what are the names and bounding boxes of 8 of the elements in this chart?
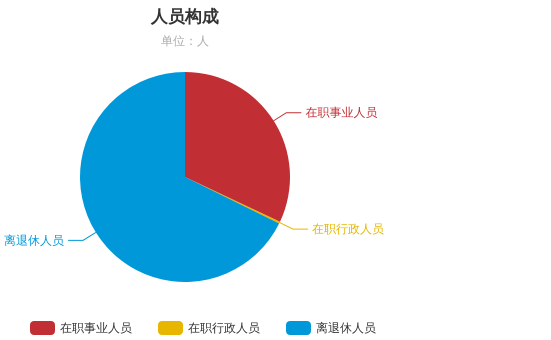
- chart-title: 人员构成: [150, 7, 219, 27]
- slice-label: 离退休人员: [4, 233, 64, 248]
- slice-label: 在职行政人员: [312, 222, 384, 236]
- legend-label: 在职事业人员: [60, 321, 132, 335]
- slice-label: 在职事业人员: [305, 106, 378, 120]
- legend-label: 在职行政人员: [188, 321, 260, 335]
- legend-label: 离退休人员: [316, 321, 376, 335]
- chart-subtitle: 单位：人: [161, 34, 209, 48]
